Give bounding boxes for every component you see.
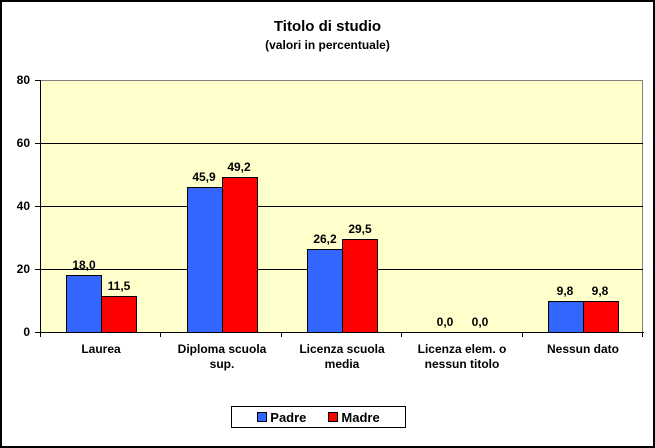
gridline [41,143,643,144]
legend-swatch-padre [257,412,268,422]
y-tick [35,269,40,270]
value-label: 9,8 [591,284,609,298]
value-label: 0,0 [436,315,454,329]
legend-label-madre: Madre [341,409,380,425]
legend-label-padre: Padre [270,409,307,425]
y-tick [35,332,40,333]
x-tick [642,332,643,337]
x-tick [522,332,523,337]
bar-padre [548,301,584,333]
y-tick-label: 40 [16,199,30,213]
gridline [41,206,643,207]
bar-padre [187,187,223,333]
y-tick [35,80,40,81]
x-tick [401,332,402,337]
value-label: 26,2 [313,232,337,246]
value-label: 18,0 [72,258,96,272]
bar-padre [307,249,343,333]
x-category-label: Diploma scuola sup. [177,342,267,371]
value-label: 9,8 [556,284,574,298]
y-tick-label: 20 [16,262,30,276]
x-tick [40,332,41,337]
value-label: 11,5 [107,279,131,293]
value-label: 45,9 [192,170,216,184]
y-tick [35,143,40,144]
legend-item-padre: Padre [257,410,306,425]
value-label: 49,2 [227,160,251,174]
x-category-label: Nessun dato [546,342,619,356]
y-tick-label: 0 [23,325,30,339]
bar-madre [342,239,378,333]
value-label: 29,5 [348,222,372,236]
bar-madre [222,177,258,333]
chart-title: Titolo di studio [273,18,382,35]
legend-swatch-madre [328,412,339,422]
y-tick [35,206,40,207]
legend: Padre Madre [231,406,406,428]
value-label: 0,0 [471,315,489,329]
x-category-label: Laurea [81,342,121,356]
x-category-label: Licenza scuola media [299,342,385,371]
x-tick [281,332,282,337]
x-axis [40,332,644,333]
x-tick [160,332,161,337]
y-tick-label: 60 [16,136,30,150]
y-axis [40,80,41,333]
legend-item-madre: Madre [328,409,380,425]
chart-subtitle: (valori in percentuale) [265,38,390,52]
bar-madre [101,296,137,333]
bar-madre [583,301,619,333]
y-tick-label: 80 [16,73,30,87]
x-category-label: Licenza elem. o nessun titolo [417,342,507,371]
